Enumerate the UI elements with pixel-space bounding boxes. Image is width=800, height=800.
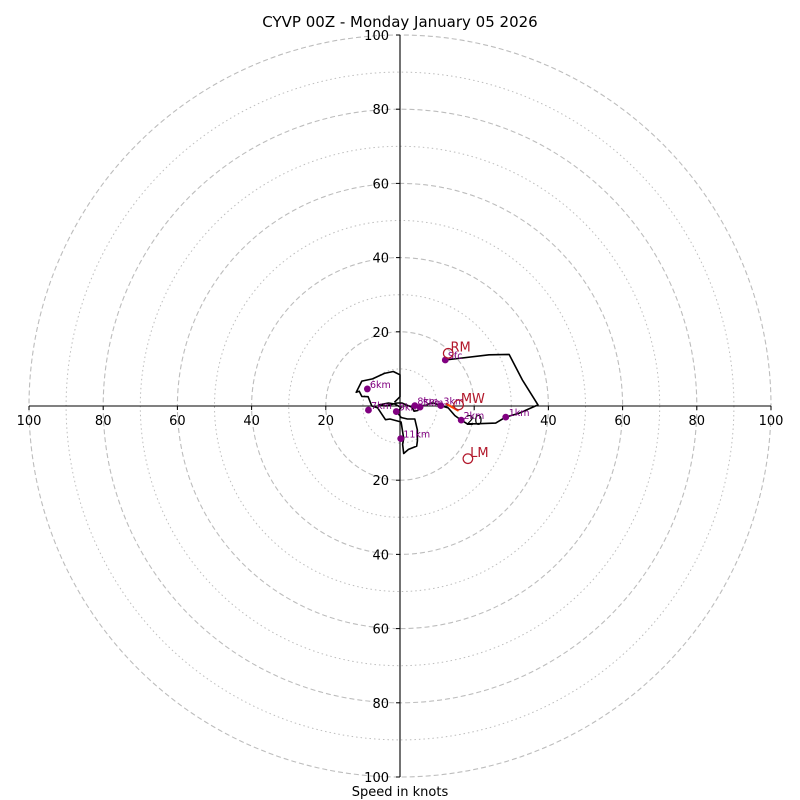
- x-tick-label: 100: [17, 414, 42, 429]
- height-label-9km: 9km: [399, 402, 420, 413]
- x-axis-label: Speed in knots: [352, 785, 449, 800]
- y-tick-label: 60: [372, 623, 389, 638]
- height-label-5km: 5km: [423, 398, 444, 409]
- height-label-8km: 8km: [417, 397, 438, 408]
- height-label-7km: 7km: [371, 401, 392, 412]
- y-tick-label: 60: [372, 177, 389, 192]
- storm-motion-markers: RM MW LM: [442, 340, 489, 465]
- y-tick-label: 40: [372, 548, 389, 563]
- height-label-sfc: Sfc: [448, 351, 463, 362]
- x-tick-label: 20: [318, 414, 335, 429]
- height-marker-1km: [502, 413, 510, 421]
- y-tick-label: 20: [372, 474, 389, 489]
- height-label-3km: 3km: [443, 397, 464, 408]
- x-tick-label: 40: [540, 414, 557, 429]
- height-label-11km: 11km: [403, 430, 430, 441]
- x-tick-label: 60: [614, 414, 631, 429]
- height-label-1km: 1km: [509, 408, 530, 419]
- y-tick-label: 20: [372, 326, 389, 341]
- y-tick-label: 80: [372, 697, 389, 712]
- x-tick-label: 80: [95, 414, 112, 429]
- height-marker-6km: [363, 385, 371, 393]
- y-tick-label: 40: [372, 252, 389, 267]
- y-tick-label: 100: [364, 771, 389, 786]
- y-tick-label: 100: [364, 29, 389, 44]
- height-marker-2km: [457, 416, 465, 424]
- height-marker-7km: [365, 406, 372, 414]
- storm-motion-marker-rm: [442, 347, 454, 359]
- y-tick-label: 80: [372, 103, 389, 118]
- height-label-6km: 6km: [370, 380, 391, 391]
- height-label-2km: 2km: [463, 411, 484, 422]
- hodograph-trace: [355, 353, 539, 455]
- height-marker-3km: [437, 402, 445, 410]
- storm-motion-label-lm: LM: [470, 446, 488, 461]
- x-tick-label: 100: [759, 414, 784, 429]
- x-tick-label: 20: [466, 414, 483, 429]
- axis-ticks: [28, 34, 772, 778]
- x-tick-label: 60: [169, 414, 186, 429]
- x-tick-label: 40: [243, 414, 260, 429]
- height-marker-8km: [411, 402, 419, 410]
- chart-title: CYVP 00Z - Monday January 05 2026: [262, 13, 537, 31]
- height-marker-9km: [392, 408, 400, 415]
- axis-tick-labels: 100 80 60 40 20 20 40 60 80 100 100 80 60 40 20 20 40 60 8…: [17, 29, 784, 786]
- x-tick-label: 80: [689, 414, 706, 429]
- storm-motion-label-mw: MW: [461, 392, 485, 407]
- height-marker-11km: [397, 435, 405, 443]
- height-marker-5km: [416, 403, 424, 411]
- storm-motion-marker-mw: [453, 399, 465, 411]
- storm-motion-label-rm: RM: [450, 340, 470, 355]
- storm-motion-marker-lm: [462, 453, 474, 465]
